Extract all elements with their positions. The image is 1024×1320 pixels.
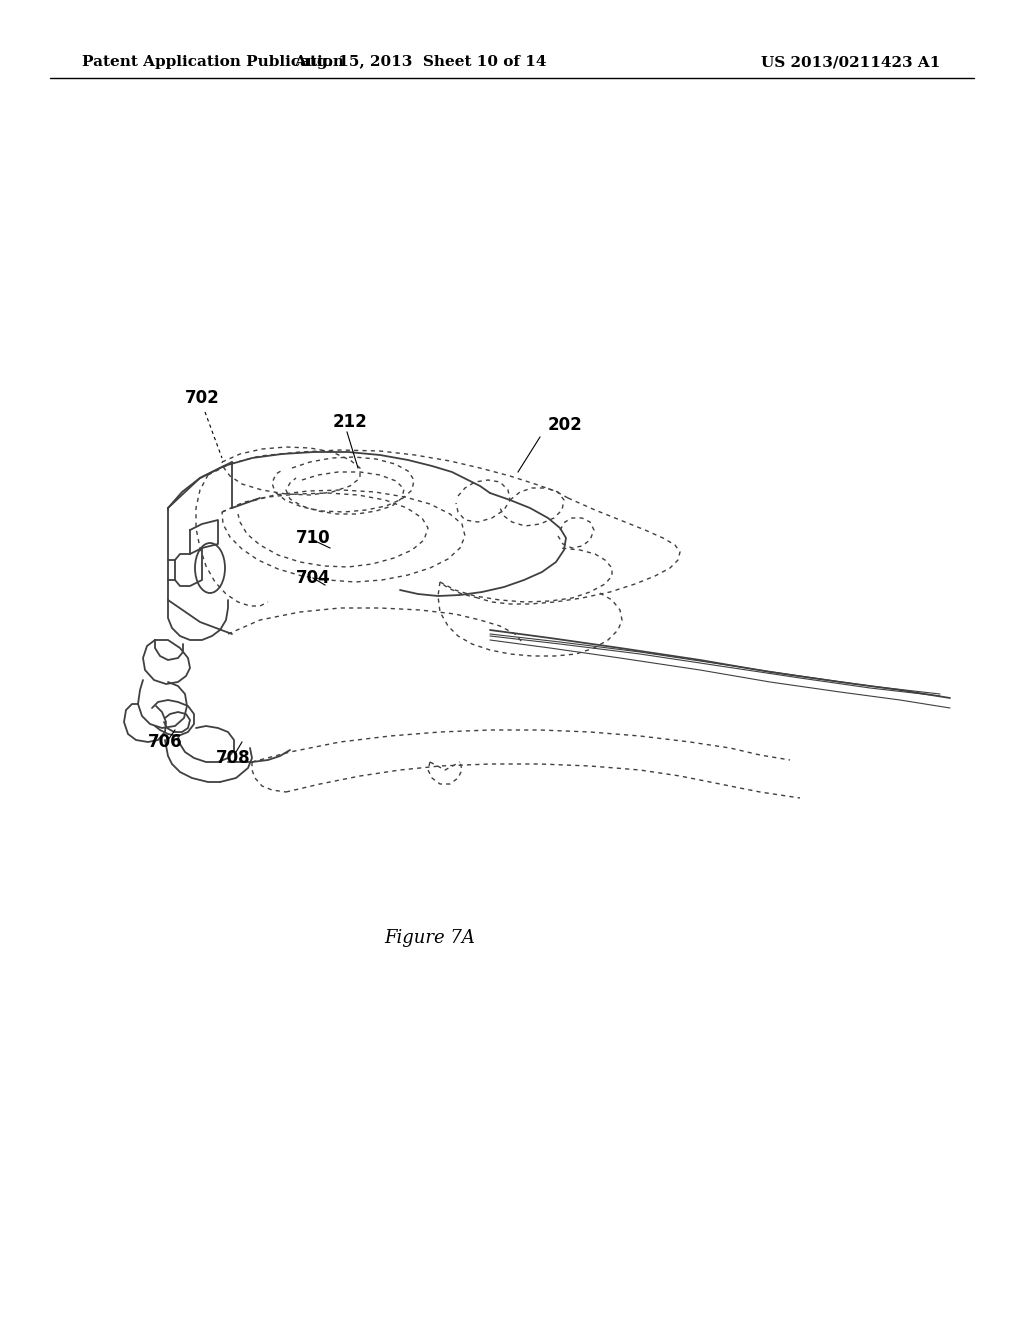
Text: 212: 212 [333, 413, 368, 432]
Text: Patent Application Publication: Patent Application Publication [82, 55, 344, 69]
Text: Aug. 15, 2013  Sheet 10 of 14: Aug. 15, 2013 Sheet 10 of 14 [294, 55, 546, 69]
Text: 202: 202 [548, 416, 583, 434]
Text: US 2013/0211423 A1: US 2013/0211423 A1 [761, 55, 940, 69]
Text: 704: 704 [296, 569, 331, 587]
Text: 708: 708 [216, 748, 251, 767]
Text: 702: 702 [185, 389, 220, 407]
Text: 710: 710 [296, 529, 331, 546]
Text: 706: 706 [148, 733, 182, 751]
Text: Figure 7A: Figure 7A [385, 929, 475, 946]
